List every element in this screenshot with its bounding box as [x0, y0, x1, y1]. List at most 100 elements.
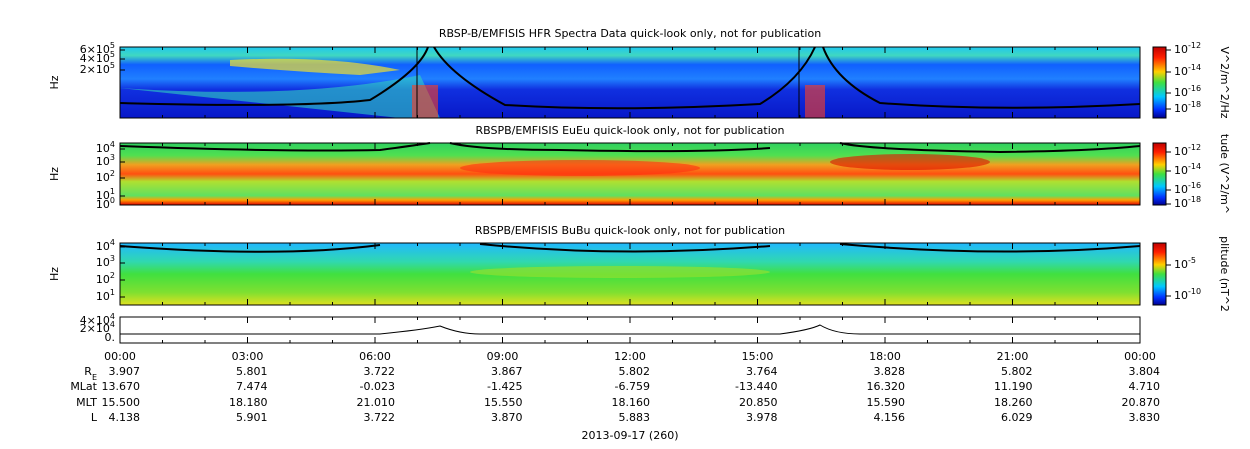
y-axis-label: Hz: [48, 75, 61, 89]
colorbar-tick-label-base: 10: [1174, 102, 1188, 115]
y-tick-label: 4×105: [80, 50, 115, 66]
colorbar-tick-label: 10-16: [1174, 181, 1201, 197]
y-tick-label-exponent: 4: [110, 312, 115, 321]
colorbar-tick-label-exponent: -14: [1188, 63, 1201, 72]
ephemeris-label-base: MLT: [76, 396, 97, 409]
colorbar-tick-label-exponent: -10: [1188, 287, 1201, 296]
y-tick-label: 2×105: [80, 61, 115, 77]
ephemeris-value: 4.710: [1129, 380, 1161, 393]
y-tick-label-base: 10: [96, 189, 110, 202]
colorbar-label: V^2/m^2/Hz: [1218, 46, 1231, 118]
y-tick-label-base: 2×10: [80, 63, 110, 76]
ephemeris-value: 7.474: [236, 380, 268, 393]
y-tick-label-base: 4×10: [80, 314, 110, 327]
y-tick-label-exponent: 3: [110, 254, 115, 263]
ephemeris-value: 5.883: [619, 411, 651, 424]
ephemeris-value: 3.870: [491, 411, 523, 424]
y-tick-label: 2×104: [80, 320, 115, 336]
panel-title: RBSPB/EMFISIS BuBu quick-look only, not …: [475, 224, 785, 237]
ephemeris-value: 11.190: [994, 380, 1033, 393]
y-tick-label-base: 0.: [105, 331, 116, 344]
colorbar-tick-label-exponent: -12: [1188, 143, 1201, 152]
ephemeris-value: 18.160: [612, 396, 651, 409]
ephemeris-value: 15.500: [102, 396, 141, 409]
colorbar-tick-label-base: 10: [1174, 164, 1188, 177]
ephemeris-value: 5.802: [1001, 365, 1033, 378]
ephemeris-value: 15.590: [867, 396, 906, 409]
ephemeris-value: 5.802: [619, 365, 651, 378]
ephemeris-value: 20.850: [739, 396, 778, 409]
ephemeris-value: 18.260: [994, 396, 1033, 409]
ephemeris-value: -0.023: [360, 380, 395, 393]
y-tick-label: 102: [96, 271, 115, 287]
y-tick-label: 4×104: [80, 312, 115, 328]
x-tick-label: 03:00: [232, 350, 264, 363]
hfr-feature: [120, 75, 440, 118]
date-label: 2013-09-17 (260): [581, 429, 678, 442]
hfr-feature: [412, 85, 438, 118]
y-tick-label: 101: [96, 288, 115, 304]
ephemeris-label-base: MLat: [70, 380, 97, 393]
colorbar-tick-label: 10-12: [1174, 143, 1201, 159]
colorbar-tick-label-exponent: -16: [1188, 181, 1201, 190]
colorbar-tick-label-exponent: -18: [1188, 195, 1201, 204]
y-tick-label-base: 10: [96, 256, 110, 269]
ephemeris-value: 4.156: [874, 411, 906, 424]
y-tick-label-base: 10: [96, 290, 110, 303]
colorbar-tick-label-exponent: -5: [1188, 256, 1196, 265]
panel-title: RBSPB/EMFISIS EuEu quick-look only, not …: [475, 124, 784, 137]
colorbar-tick-label: 10-10: [1174, 287, 1201, 303]
y-tick-label: 103: [96, 254, 115, 270]
x-tick-label: 06:00: [359, 350, 391, 363]
ephemeris-value: 18.180: [229, 396, 268, 409]
eueu-feature: [460, 160, 700, 176]
y-tick-label: 0.: [105, 331, 116, 344]
eueu-feature: [830, 154, 990, 170]
ephemeris-label: RE: [84, 365, 97, 382]
ephemeris-value: 6.029: [1001, 411, 1033, 424]
y-tick-label-exponent: 0: [110, 196, 115, 205]
bubu-curve: [119, 243, 1141, 253]
y-tick-label-exponent: 4: [110, 320, 115, 329]
colorbar-tick-label-exponent: -16: [1188, 84, 1201, 93]
colorbar-tick-label: 10-5: [1174, 256, 1196, 272]
colorbar-tick-label: 10-18: [1174, 195, 1201, 211]
ephemeris-value: -1.425: [487, 380, 522, 393]
colorbar-label: plitude (nT^2: [1218, 236, 1231, 312]
colorbar-tick-label-base: 10: [1174, 183, 1188, 196]
colorbar-tick-label: 10-14: [1174, 63, 1201, 79]
x-tick-label: 21:00: [997, 350, 1029, 363]
hfr-feature: [230, 58, 400, 75]
colorbar-tick-label-base: 10: [1174, 145, 1188, 158]
ephemeris-value: 3.830: [1129, 411, 1161, 424]
y-tick-label-exponent: 4: [110, 140, 115, 149]
colorbar-tick-label-base: 10: [1174, 258, 1188, 271]
hfr-feature: [805, 85, 825, 118]
panel-title: RBSP-B/EMFISIS HFR Spectra Data quick-lo…: [439, 27, 821, 40]
colorbar: [1152, 46, 1167, 119]
x-tick-label: 15:00: [742, 350, 774, 363]
y-tick-label-base: 2×10: [80, 322, 110, 335]
ephemeris-value: 5.901: [236, 411, 268, 424]
ephemeris-value: 3.907: [109, 365, 141, 378]
y-tick-label-base: 10: [96, 240, 110, 253]
colorbar-tick-label-base: 10: [1174, 289, 1188, 302]
y-tick-label-base: 10: [96, 171, 110, 184]
y-tick-label-exponent: 3: [110, 153, 115, 162]
ephemeris-value: -13.440: [735, 380, 777, 393]
y-tick-label-exponent: 1: [110, 187, 115, 196]
colorbar: [1152, 142, 1167, 206]
colorbar-tick-label: 10-12: [1174, 41, 1201, 57]
bubu-feature: [470, 266, 770, 278]
ephemeris-value: 3.978: [746, 411, 778, 424]
orbit-curve: [120, 324, 1140, 335]
ephemeris-label-base: R: [84, 365, 92, 378]
hfr-curve: [119, 46, 1141, 110]
x-tick-label: 00:00: [104, 350, 136, 363]
y-tick-label: 100: [96, 196, 115, 212]
colorbar: [1152, 242, 1167, 306]
y-tick-label: 104: [96, 238, 115, 254]
colorbar-tick-label-base: 10: [1174, 65, 1188, 78]
ephemeris-value: 3.764: [746, 365, 778, 378]
